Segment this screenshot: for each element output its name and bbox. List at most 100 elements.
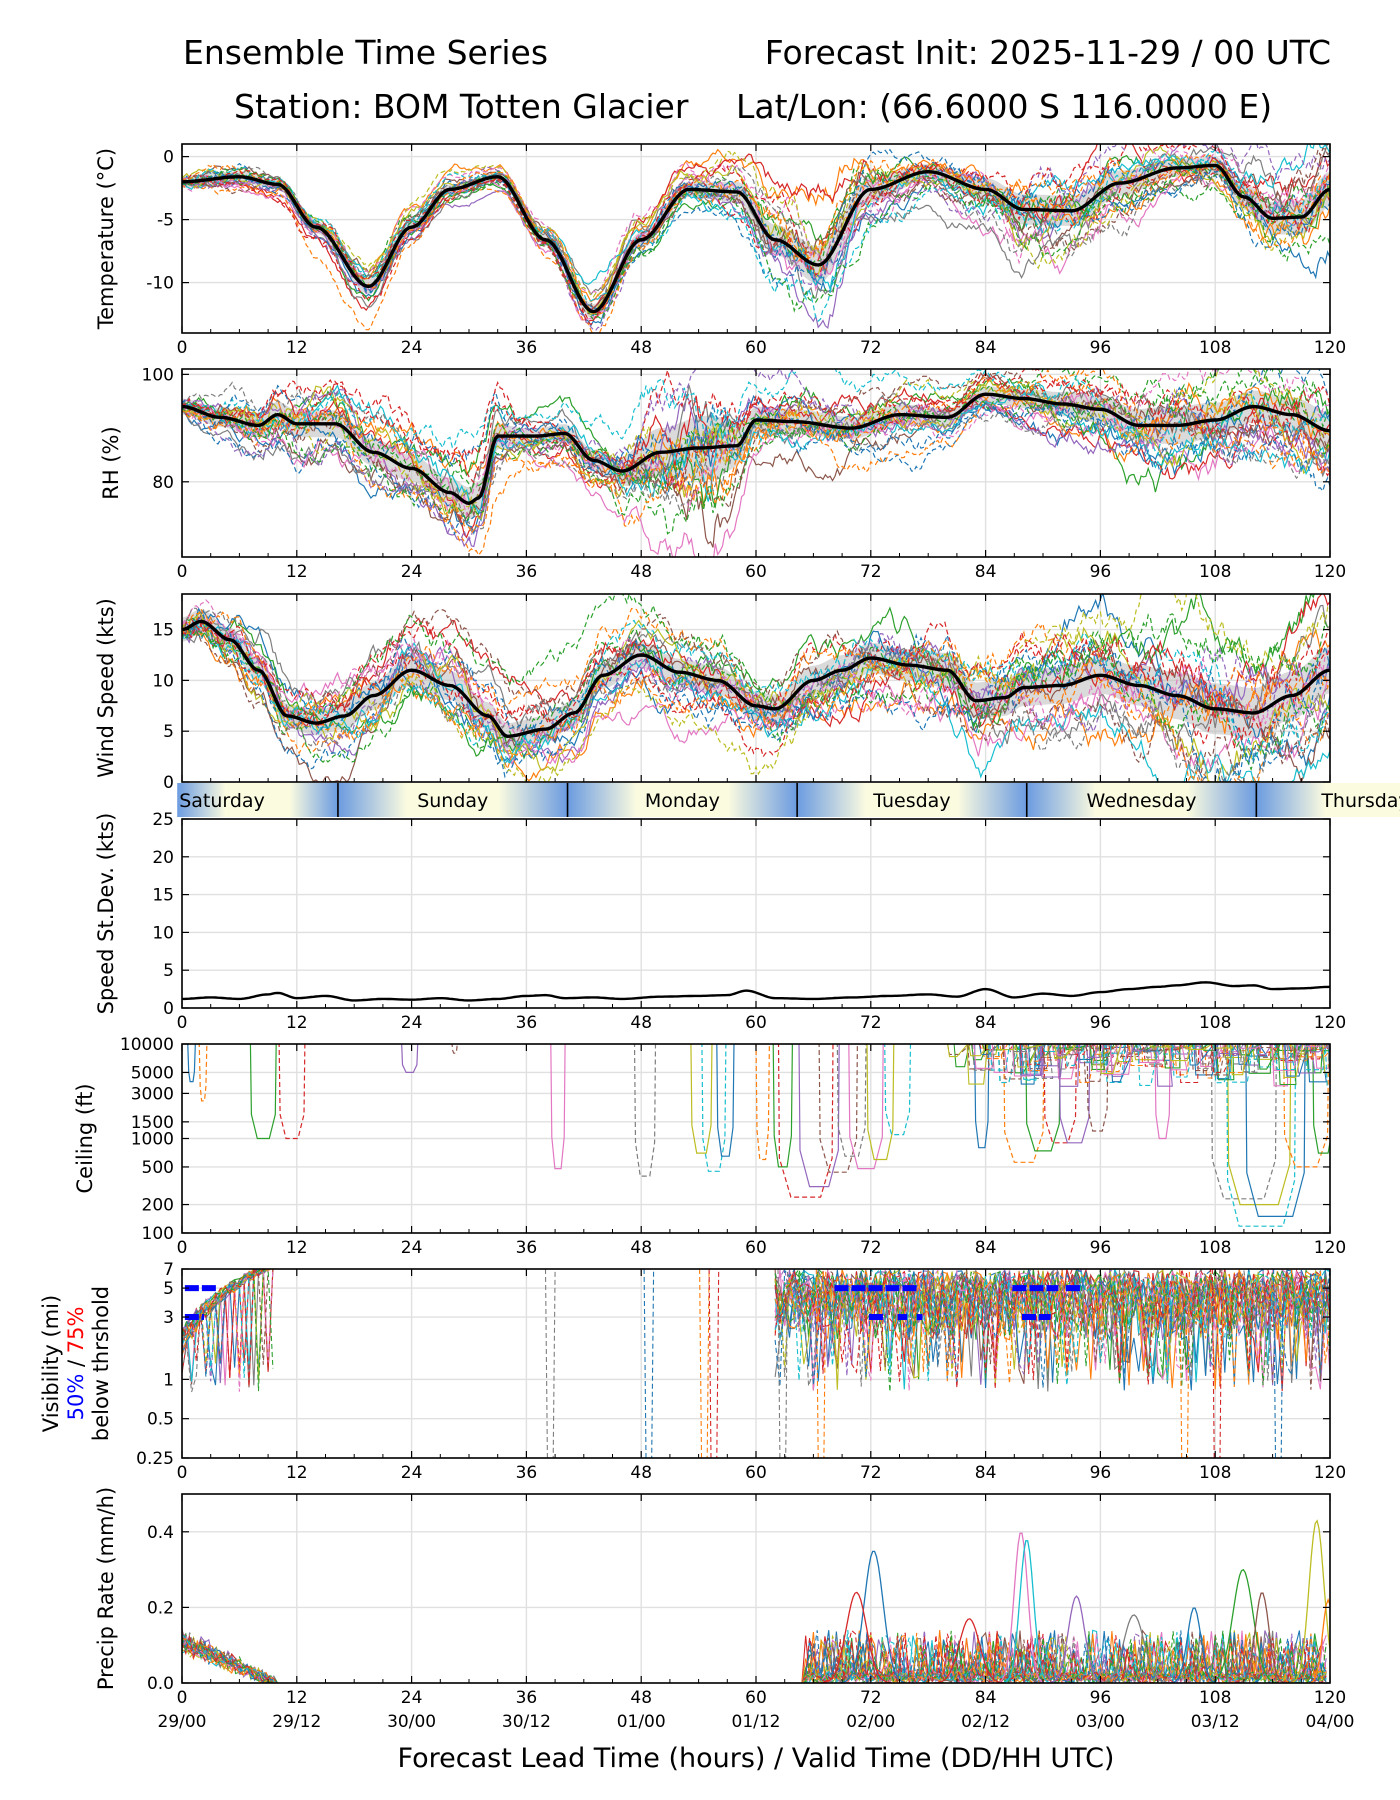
y-tick-label: 0.2 (147, 1598, 174, 1618)
ceiling-member-dip (755, 1044, 770, 1161)
valid-time-label: 04/00 (1306, 1712, 1355, 1732)
ensemble-member-line (182, 161, 1330, 311)
ensemble-member-line (182, 613, 1330, 745)
spread-band (182, 386, 1330, 520)
y-axis-label-extra: below thrshold (89, 1286, 113, 1441)
x-tick-label: 48 (630, 1463, 652, 1483)
y-tick-label: 100 (142, 1224, 174, 1244)
x-tick-label: 12 (286, 1688, 308, 1708)
y-ticks-visibility: 75 3 1 0.5 0.25 (136, 1260, 1330, 1469)
ensemble-member-line (182, 369, 1330, 459)
data-ceiling (187, 1044, 1330, 1227)
valid-time-label: 03/00 (1076, 1712, 1125, 1732)
legend-sep: / (64, 1353, 88, 1373)
ceiling-member-dip (701, 1044, 727, 1172)
panel-rh: 0 12 24 36 48 60 72 84 96 108 120 100 80 RH (%) (99, 365, 1346, 582)
valid-time-label: 01/12 (732, 1712, 781, 1732)
ensemble-mean-line (182, 619, 1330, 738)
y-tick-label: 0 (163, 773, 174, 793)
panel-visibility: 0 12 24 36 48 60 72 84 96 108 120 75 3 1 0.5 0.25 Visibi… (39, 1260, 1346, 1483)
x-tick-label: 0 (177, 1013, 188, 1033)
x-tick-label: 84 (975, 1688, 997, 1708)
precip-peak (1207, 1568, 1278, 1683)
ensemble-member-line (182, 625, 1330, 764)
x-tick-label: 48 (630, 1688, 652, 1708)
ensemble-member-line (182, 369, 1330, 492)
x-tick-label: 72 (860, 562, 882, 582)
x-ticks-temperature: 0 12 24 36 48 60 72 84 96 108 120 (177, 144, 1346, 358)
ceiling-member-dip (848, 1044, 884, 1170)
x-tick-label: 72 (860, 1463, 882, 1483)
threshold-legend: 50% / 75% (64, 1307, 88, 1421)
y-tick-label: 10 (152, 923, 174, 943)
x-tick-label: 84 (975, 1013, 997, 1033)
y-axis-label: Visibility (mi) (39, 1295, 63, 1432)
y-tick-label: 7 (163, 1260, 174, 1280)
y-axis-label: Precip Rate (mm/h) (94, 1487, 118, 1690)
panel-temperature: 0 12 24 36 48 60 72 84 96 108 120 0 -5 -10 Temperature… (94, 143, 1346, 358)
x-tick-label: 0 (177, 1238, 188, 1258)
x-tick-label: 0 (177, 338, 188, 358)
y-ticks-temperature: 0 -5 -10 (146, 148, 1330, 294)
ensemble-member-line (182, 381, 1330, 508)
x-tick-label: 24 (401, 1688, 423, 1708)
ensemble-member-line (182, 369, 1330, 522)
data-temperature (182, 144, 1330, 333)
ensemble-member-line (182, 381, 1330, 532)
y-ticks-rh: 100 80 (142, 365, 1330, 493)
x-tick-label: 12 (286, 338, 308, 358)
y-tick-label: 3000 (131, 1084, 174, 1104)
y-tick-label: -5 (157, 211, 174, 231)
x-tick-label: 36 (516, 338, 538, 358)
ensemble-member-line (182, 144, 1330, 312)
x-tick-label: 84 (975, 1463, 997, 1483)
ceiling-member-dip (1283, 1044, 1330, 1168)
y-tick-label: 100 (142, 365, 174, 385)
ceiling-member-dip (1043, 1044, 1078, 1144)
x-tick-label: 36 (516, 1013, 538, 1033)
x-tick-label: 120 (1314, 562, 1346, 582)
x-tick-label: 24 (401, 562, 423, 582)
valid-time-label: 29/00 (158, 1712, 207, 1732)
x-tick-label: 0 (177, 1688, 188, 1708)
x-tick-label: 48 (630, 338, 652, 358)
ensemble-member-line (182, 394, 1330, 536)
visibility-drop (777, 1269, 789, 1458)
ensemble-member-line (182, 168, 1330, 321)
ceiling-member-dip (1312, 1044, 1330, 1154)
x-tick-label: 96 (1090, 338, 1112, 358)
ensemble-member-line (182, 148, 1330, 303)
precip-peak (996, 1532, 1044, 1683)
x-tick-label: 24 (401, 338, 423, 358)
ensemble-member-line (182, 621, 1330, 761)
precip-peak (1170, 1607, 1217, 1683)
visibility-drop (643, 1269, 655, 1458)
legend-50pct: 50% (64, 1374, 88, 1421)
visibility-drop (708, 1269, 720, 1458)
visibility-member-line (774, 1269, 1330, 1389)
visibility-member-line (774, 1269, 1330, 1390)
y-tick-label: 1500 (131, 1113, 174, 1133)
ensemble-member-line (182, 166, 1330, 316)
panel-stddev: 0 12 24 36 48 60 72 84 96 108 120 0 5 10 15 20 25 Speed S… (94, 810, 1346, 1033)
ceiling-member-line (1002, 1044, 1320, 1082)
precip-peak (1002, 1540, 1050, 1683)
ensemble-mean-line (182, 392, 1330, 505)
ensemble-member-line (182, 619, 1330, 762)
visibility-member-line (774, 1269, 1330, 1388)
ceiling-member-dip (1245, 1044, 1306, 1217)
y-tick-label: 3 (163, 1308, 174, 1328)
y-tick-label: 500 (142, 1158, 174, 1178)
ceiling-member-dip (401, 1044, 419, 1073)
legend-75pct: 75% (64, 1307, 88, 1354)
precip-peak (820, 1591, 892, 1683)
x-ticks-precip: 0 12 24 36 48 60 72 84 96 108 120 29/00 29/12 30/00 30… (158, 1494, 1355, 1732)
ensemble-member-line (182, 594, 1330, 720)
day-label: Tuesday (872, 790, 950, 812)
y-ticks-wind: 0 5 10 15 (152, 621, 1330, 793)
grid-stddev (181, 818, 1331, 1009)
day-segment (567, 783, 798, 817)
x-tick-label: 96 (1090, 562, 1112, 582)
x-ticks-ceiling: 0 12 24 36 48 60 72 84 96 108 120 (177, 1044, 1346, 1258)
